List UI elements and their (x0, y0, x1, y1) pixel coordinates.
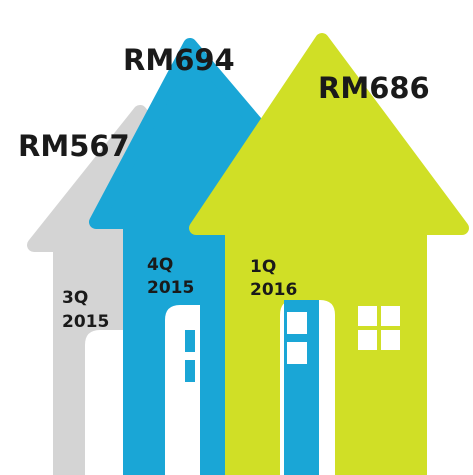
value-label: RM686 (318, 71, 430, 105)
house-green (189, 33, 469, 475)
period-quarter: 4Q (147, 255, 173, 275)
period-year: 2015 (62, 312, 109, 332)
period-quarter: 3Q (62, 288, 88, 308)
value-label: RM694 (123, 43, 235, 77)
value-label: RM567 (18, 129, 130, 163)
period-year: 2015 (147, 278, 194, 298)
period-quarter: 1Q (250, 257, 276, 277)
period-year: 2016 (250, 280, 297, 300)
